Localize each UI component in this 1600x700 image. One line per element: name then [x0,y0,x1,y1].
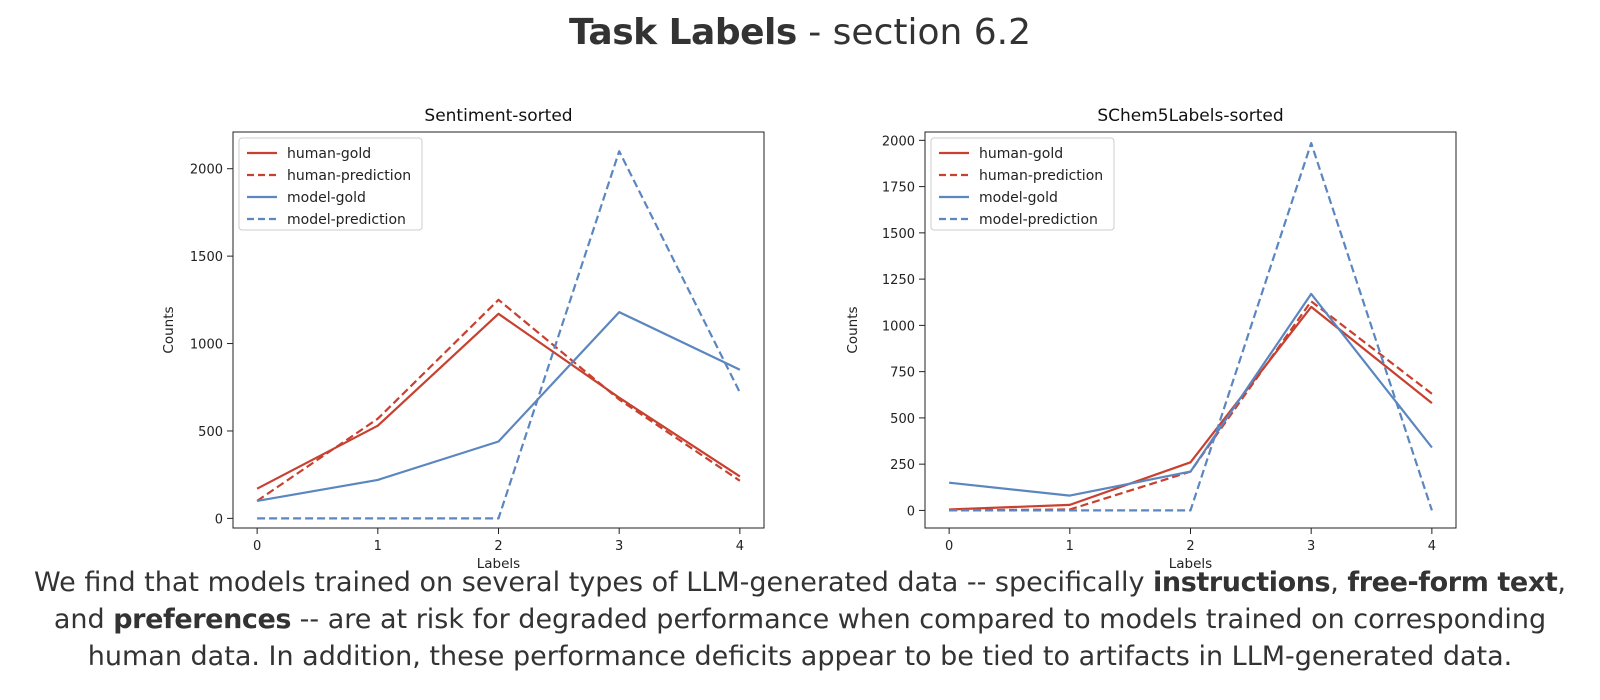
series-line-model-gold [256,311,741,502]
plot-frame [232,131,765,529]
series-line-human-prediction [949,300,1433,512]
plot-frame [924,131,1457,529]
caption-text-1: We find that models trained on several t… [34,567,1154,598]
slide-title-bold: Task Labels [568,12,797,53]
slide-title-rest: - section 6.2 [796,12,1032,53]
y-tick-label: 1500 [882,227,915,242]
legend-label: human-gold [287,146,371,162]
series-line-model-gold [948,292,1433,497]
legend-label: model-prediction [287,212,406,228]
chart-schem5labels-sorted: SChem5Labels-sorted 0 250 500 750 1000 1250 150… [845,106,1457,572]
x-tick-label: 1 [1066,539,1074,554]
caption-text-4: -- are at risk for degraded performance … [87,604,1547,672]
x-tick-label: 1 [374,539,382,554]
y-tick-label: 0 [215,512,223,527]
y-tick-label: 750 [890,366,915,381]
y-tick-label: 2000 [190,163,223,178]
x-tick-label: 4 [736,539,744,554]
y-axis-label: Counts [845,306,861,353]
legend-label: human-prediction [979,168,1103,184]
caption-text-2: , [1330,567,1348,598]
x-tick-label: 0 [253,539,261,554]
x-tick-label: 4 [1428,539,1436,554]
y-axis-label: Counts [161,306,177,353]
caption-bold-free-form-text: free-form text [1347,567,1558,598]
chart-title: Sentiment-sorted [424,106,572,126]
caption-bold-instructions: instructions [1153,567,1331,598]
y-tick-label: 0 [907,504,915,519]
legend-label: model-gold [979,190,1058,206]
legend-label: human-prediction [287,168,411,184]
series-line-model-prediction [949,142,1433,512]
series-line-human-gold [949,305,1433,511]
slide-title: Task Labels - section 6.2 [0,12,1600,53]
y-tick-label: 1250 [882,273,915,288]
x-tick-label: 3 [615,539,623,554]
series-line-model-prediction [257,150,741,520]
y-tick-label: 500 [198,425,223,440]
legend-label: human-gold [979,146,1063,162]
legend-label: model-gold [287,190,366,206]
y-tick-label: 1000 [190,338,223,353]
legend-label: model-prediction [979,212,1098,228]
x-tick-label: 2 [1186,539,1194,554]
x-axis-label: Labels [477,556,520,572]
y-tick-label: 2000 [882,134,915,149]
caption-text-3: , and [53,567,1566,635]
caption-bold-preferences: preferences [113,604,292,635]
series-line-human-gold [256,312,741,490]
legend-box [930,137,1115,231]
x-tick-label: 2 [494,539,502,554]
y-tick-label: 250 [890,458,915,473]
series-line-human-prediction [256,298,741,502]
y-tick-label: 1500 [190,250,223,265]
x-axis-label: Labels [1169,556,1212,572]
y-tick-label: 1000 [882,319,915,334]
chart-title: SChem5Labels-sorted [1097,106,1283,126]
y-tick-label: 1750 [882,181,915,196]
chart-sentiment-sorted: Sentiment-sorted 0 500 1000 1500 2000 0 1 2 3 4 Lab… [161,106,765,572]
x-tick-label: 3 [1307,539,1315,554]
y-tick-label: 500 [890,412,915,427]
caption: We find that models trained on several t… [20,564,1580,675]
x-tick-label: 0 [945,539,953,554]
legend-box [238,137,423,231]
